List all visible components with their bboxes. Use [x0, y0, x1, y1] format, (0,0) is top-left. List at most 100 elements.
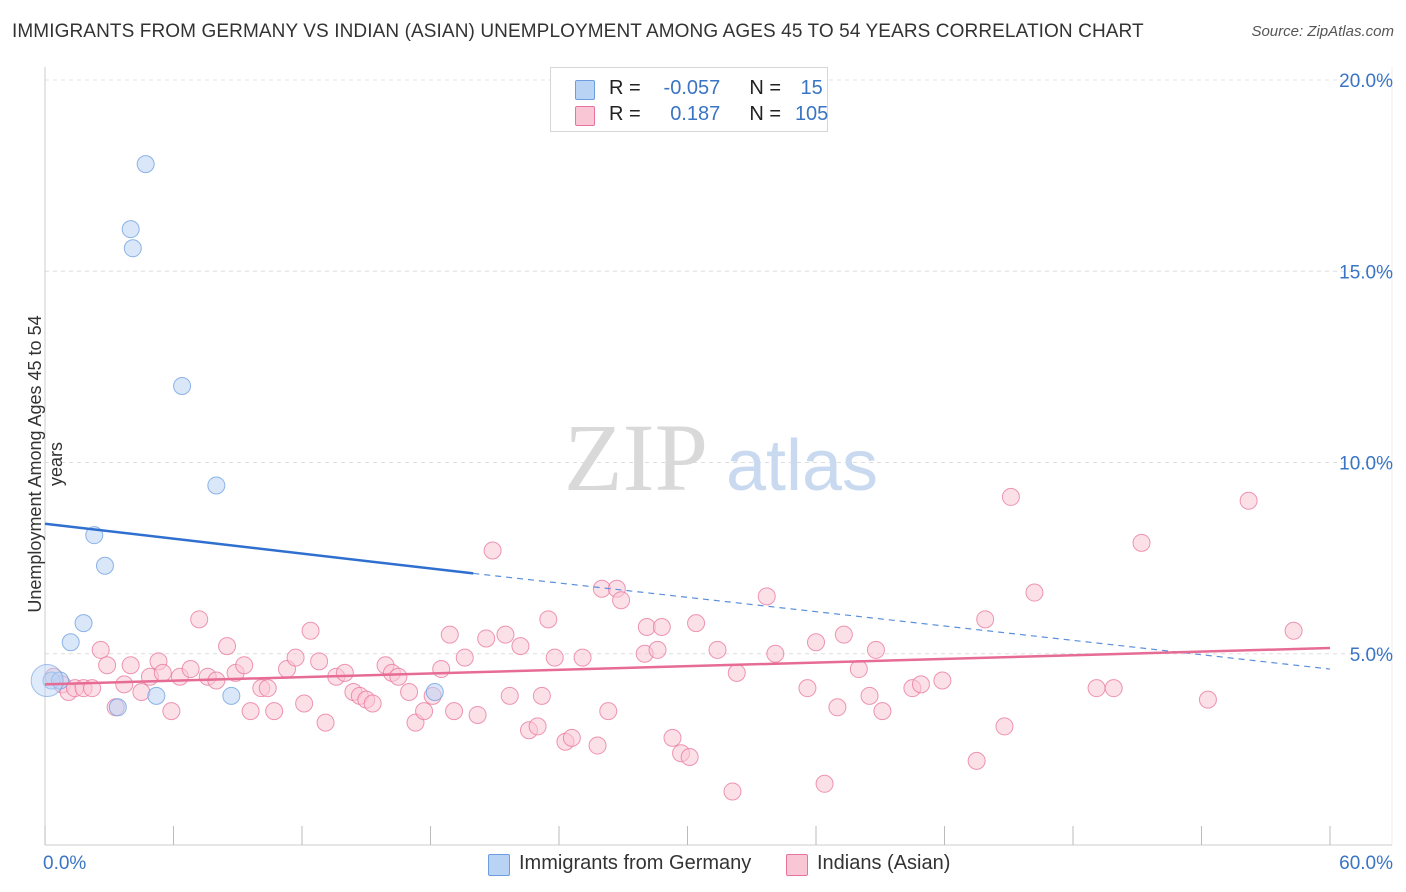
indians-point [766, 644, 785, 663]
indians-point [335, 663, 354, 682]
indians-point [310, 652, 329, 671]
legend-r-label: R = [609, 103, 641, 125]
indians-point [301, 621, 320, 640]
indians-point [562, 728, 581, 747]
tick-labels: 5.0% 10.0% 15.0% 20.0% 0.0% 60.0% [43, 71, 1393, 874]
indians-point [511, 637, 530, 656]
indians-point [652, 617, 671, 636]
indians-point [532, 686, 551, 705]
indians-point [265, 702, 284, 721]
indians-point [798, 679, 817, 698]
indians-point [849, 660, 868, 679]
indians-point [1104, 679, 1123, 698]
indians-point [121, 656, 140, 675]
indians-point [860, 686, 879, 705]
indians-point [933, 671, 952, 690]
indians-point [91, 640, 110, 659]
indians-point [1025, 583, 1044, 602]
germany-trend-extension [473, 572, 1331, 670]
indians-point [115, 675, 134, 694]
legend: R = -0.057 N = 15 R = 0.187 N = 105 [550, 67, 828, 132]
axes [44, 67, 1393, 846]
germany-point [207, 476, 226, 495]
legend-n-value: 15 [800, 77, 823, 99]
legend-r-label: R = [609, 77, 641, 99]
indians-point [757, 587, 776, 606]
legend-r-value: -0.057 [663, 77, 721, 99]
indians-point [976, 610, 995, 629]
germany-point [61, 633, 80, 652]
indians-point [235, 656, 254, 675]
germany-point [173, 377, 192, 395]
indians-point [967, 751, 986, 770]
germany-point-cluster [30, 664, 64, 698]
indians-point [98, 656, 117, 675]
indians-point [496, 625, 515, 644]
indians-trend-line [44, 646, 1331, 686]
indians-point [286, 648, 305, 667]
germany-point [136, 155, 155, 174]
indians-point [445, 702, 464, 721]
indians-point [295, 694, 314, 713]
y-tick-label: 5.0% [1350, 645, 1393, 666]
indians-point [363, 694, 382, 713]
watermark: ZIP atlas [564, 404, 878, 511]
indians-point [588, 736, 607, 755]
germany-point [123, 239, 142, 258]
indians-point [727, 663, 746, 682]
indians-point [911, 675, 930, 694]
indians-point [218, 637, 237, 656]
indians-point [528, 717, 547, 736]
indians-point [316, 713, 335, 732]
legend-swatch-germany [575, 80, 595, 100]
indians-point [1001, 487, 1020, 506]
germany-point [95, 556, 114, 575]
chart-title: IMMIGRANTS FROM GERMANY VS INDIAN (ASIAN… [12, 21, 1144, 42]
legend-n-value: 105 [794, 103, 829, 125]
bottom-legend-swatch-indians [786, 854, 808, 876]
indians-point [468, 705, 487, 724]
indians-point [258, 679, 277, 698]
legend-r-value: 0.187 [670, 103, 721, 125]
indians-point [648, 640, 667, 659]
y-axis-label: Unemployment Among Ages 45 to 54 years [25, 315, 66, 613]
indians-point [132, 683, 151, 701]
indians-point [162, 702, 181, 721]
indians-point [599, 702, 618, 721]
bottom-legend-swatch-germany [488, 854, 510, 876]
indians-point [723, 782, 742, 801]
indians-point [612, 591, 631, 610]
indians-point [241, 702, 260, 721]
indians-point [687, 614, 706, 633]
y-tick-label: 10.0% [1339, 454, 1393, 475]
indians-point [637, 617, 656, 636]
gridlines [45, 79, 1392, 655]
indians-point [181, 660, 200, 679]
legend-n-label: N = [749, 103, 782, 125]
watermark-atlas: atlas [726, 426, 878, 506]
indians-point [815, 774, 834, 793]
indians-point [708, 640, 727, 659]
y-tick-label: 20.0% [1339, 71, 1393, 92]
germany-point [121, 220, 140, 239]
indians-point [834, 625, 853, 644]
germany-point [147, 686, 166, 705]
indians-point [389, 667, 408, 686]
indians-point [539, 610, 558, 629]
x-tick-label-min: 0.0% [43, 853, 86, 874]
germany-point [108, 698, 127, 717]
indians-point [873, 702, 892, 721]
data-points [30, 155, 1303, 801]
indians-point [153, 663, 172, 682]
chart-source: Source: ZipAtlas.com [1251, 23, 1394, 40]
indians-point [1132, 533, 1151, 552]
indians-point [680, 748, 699, 767]
y-tick-label: 15.0% [1339, 262, 1393, 283]
watermark-zip: ZIP [564, 404, 708, 511]
indians-point [1198, 690, 1217, 709]
indians-point [500, 686, 519, 705]
germany-trend-line [44, 522, 474, 575]
trend-lines [44, 522, 1331, 686]
indians-point [440, 625, 459, 644]
indians-point [400, 683, 419, 701]
